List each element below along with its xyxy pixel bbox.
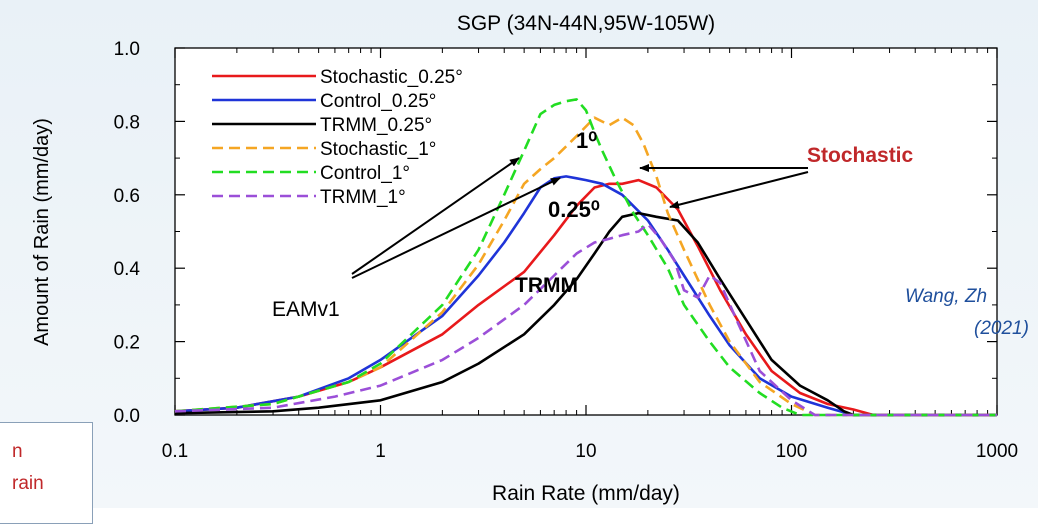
y-axis-label: Amount of Rain (mm/day) (31, 118, 53, 346)
x-tick-label: 0.1 (162, 441, 188, 462)
annotation-1deg: 1⁰ (576, 128, 597, 153)
y-tick-label: 1.0 (114, 39, 140, 60)
chart-title: SGP (34N-44N,95W-105W) (457, 12, 715, 35)
series-line-3 (174, 211, 997, 417)
x-tick-label: 1000 (976, 441, 1018, 462)
y-tick-label: 0.6 (114, 186, 140, 207)
side-text-box: n rain (0, 422, 93, 524)
y-tick-label: 0.8 (114, 112, 140, 133)
plot-area (175, 48, 997, 415)
legend-label-4: Stochastic_1° (320, 139, 436, 160)
rain-rate-chart: SGP (34N-44N,95W-105W) Rain Rate (mm/day… (31, 12, 1018, 505)
y-tick-label: 0.2 (114, 333, 140, 354)
legend-label-2: Control_0.25° (320, 91, 436, 112)
legend-label-3: TRMM_0.25° (320, 115, 432, 136)
x-tick-label: 1 (375, 441, 386, 462)
citation-author: Wang, Zh (905, 286, 988, 307)
y-tick-label: 0.0 (114, 406, 140, 427)
series-line-5 (174, 98, 997, 417)
series-line-6 (174, 222, 997, 417)
x-tick-label: 10 (575, 441, 596, 462)
citation-year: (2021) (974, 318, 1029, 339)
legend-label-1: Stochastic_0.25° (320, 67, 463, 88)
arrow-stochastic-to-025deg (669, 171, 809, 209)
x-axis-label: Rain Rate (mm/day) (492, 482, 680, 505)
y-tick-label: 0.4 (114, 259, 141, 280)
legend-label-6: TRMM_1° (320, 187, 406, 208)
annotation-eamv1: EAMv1 (272, 298, 340, 321)
annotation-025deg: 0.25⁰ (548, 197, 600, 222)
series-line-4 (174, 116, 997, 417)
side-box-text-2: rain (12, 473, 44, 494)
annotation-stochastic: Stochastic (807, 144, 914, 167)
annotation-trmm: TRMM (515, 274, 578, 297)
side-box-text-1: n (12, 441, 23, 462)
x-tick-label: 100 (776, 441, 808, 462)
legend-label-5: Control_1° (320, 163, 410, 184)
arrow-eamv1-to-1deg (351, 157, 520, 275)
arrow-eamv1-to-025deg (351, 177, 561, 279)
